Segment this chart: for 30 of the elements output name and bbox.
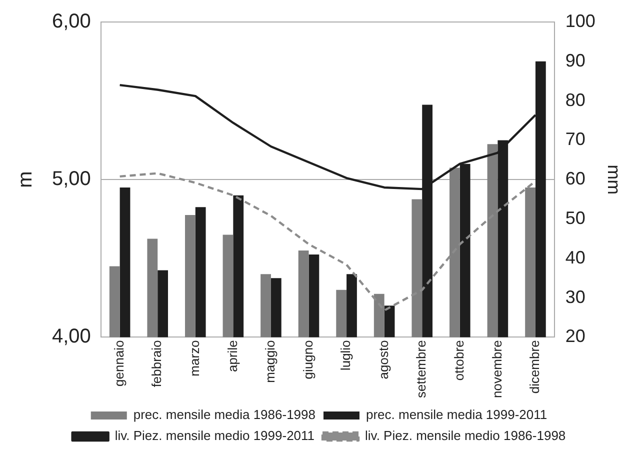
y2-tick-label: 100 <box>565 10 596 31</box>
y-tick-label: 6,00 <box>52 10 91 33</box>
y2-tick-label: 70 <box>565 129 586 150</box>
y2-tick-label: 40 <box>565 247 586 268</box>
y-tick-label: 4,00 <box>52 326 91 348</box>
x-tick-label: novembre <box>489 340 504 398</box>
y2-tick-label: 80 <box>565 90 586 110</box>
y-axis-title: m <box>14 171 37 188</box>
x-tick-label: maggio <box>262 340 278 383</box>
y2-tick-label: 20 <box>565 326 586 346</box>
y2-tick-label: 90 <box>565 50 586 70</box>
x-tick-label: marzo <box>186 340 202 376</box>
y2-tick-label: 50 <box>565 208 586 228</box>
x-tick-label: aprile <box>224 340 240 372</box>
x-tick-label: febbraio <box>149 340 164 388</box>
y-tick-label: 5,00 <box>52 168 91 190</box>
legend-label: liv. Piez. mensile medio 1986-1998 <box>365 428 566 444</box>
y2-axis-title: mm <box>604 164 624 195</box>
x-tick-label: luglio <box>338 340 354 371</box>
x-tick-label: agosto <box>376 340 391 380</box>
legend-label: prec. mensile media 1999-2011 <box>366 407 548 422</box>
x-tick-label: ottobre <box>451 340 466 381</box>
y2-tick-label: 60 <box>565 168 586 189</box>
x-tick-label: settembre <box>414 340 429 398</box>
x-tick-label: dicembre <box>527 340 542 394</box>
legend-label: liv. Piez. mensile medio 1999-2011 <box>114 428 315 444</box>
y2-tick-label: 30 <box>565 286 586 307</box>
legend-label: prec. mensile media 1986-1998 <box>133 407 316 422</box>
x-tick-label: gennaio <box>111 340 126 386</box>
x-tick-label: giugno <box>300 340 316 380</box>
